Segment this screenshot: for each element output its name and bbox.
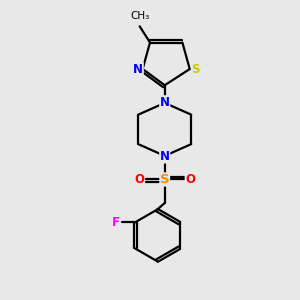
Text: O: O	[134, 173, 144, 186]
Text: N: N	[160, 150, 170, 163]
Text: N: N	[133, 62, 143, 76]
Text: CH₃: CH₃	[130, 11, 149, 21]
Text: N: N	[160, 96, 170, 109]
Text: O: O	[185, 173, 195, 186]
Text: F: F	[112, 216, 120, 229]
Text: S: S	[191, 62, 200, 76]
Text: S: S	[160, 173, 169, 186]
